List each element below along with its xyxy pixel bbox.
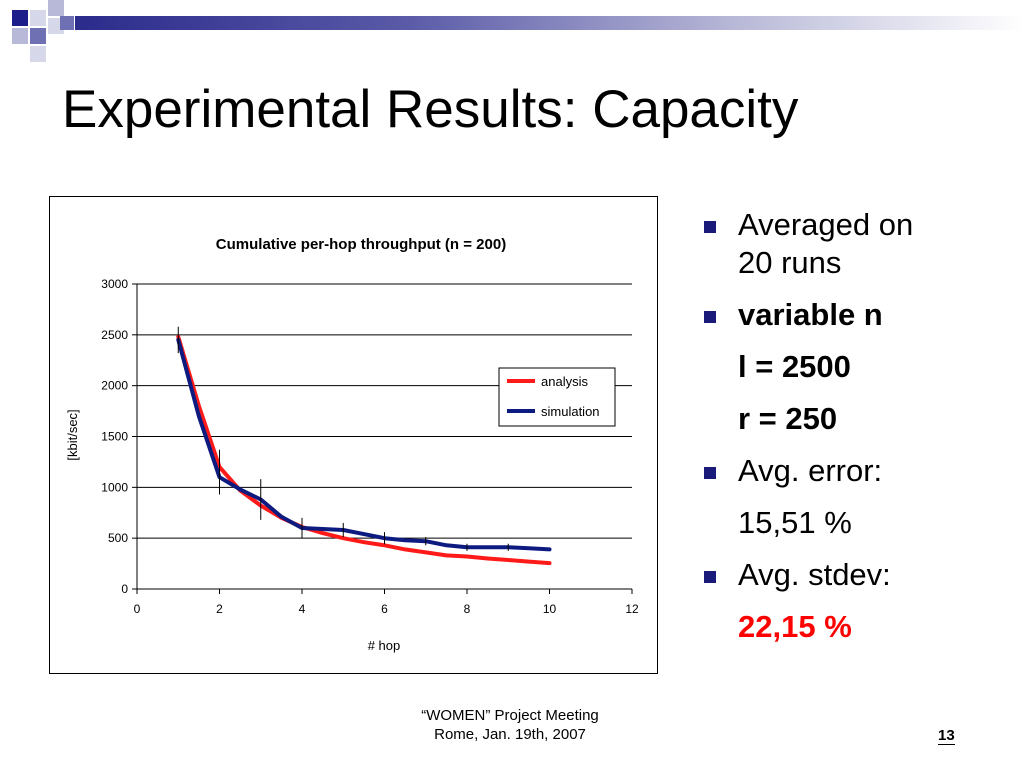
page-number: 13	[938, 727, 955, 745]
bullet-averaged: Averaged on 20 runs	[704, 206, 1004, 282]
series-line-analysis	[176, 334, 552, 566]
bullet-text: r = 250	[738, 401, 838, 436]
bullet-text: 22,15 %	[738, 609, 852, 644]
y-axis-label: [kbit/sec]	[65, 409, 80, 460]
footer: “WOMEN” Project Meeting Rome, Jan. 19th,…	[380, 706, 640, 744]
bullet-text: 15,51 %	[738, 505, 852, 540]
y-tick-label: 2500	[101, 328, 128, 342]
x-tick-label: 2	[216, 602, 223, 616]
slide-title: Experimental Results: Capacity	[62, 80, 799, 139]
y-tick-label: 500	[108, 531, 128, 545]
bullet-sub-stdev-value: 22,15 %	[704, 608, 1004, 646]
bullet-sub-r: r = 250	[704, 400, 1004, 438]
error-bar-layer	[177, 326, 509, 551]
throughput-chart: Cumulative per-hop throughput (n = 200) …	[65, 236, 639, 653]
x-tick-label: 12	[625, 602, 639, 616]
header-gradient-bar	[75, 16, 1024, 30]
bullet-square-icon	[704, 221, 716, 233]
y-tick-label: 1500	[101, 430, 128, 444]
bullet-variable-n: variable n	[704, 296, 1004, 334]
y-tick-label: 2000	[101, 379, 128, 393]
series-layer	[176, 334, 552, 566]
footer-line: “WOMEN” Project Meeting	[421, 707, 599, 724]
bullet-text: variable n	[738, 297, 883, 332]
deco-square	[30, 28, 46, 44]
bullet-text: 20 runs	[738, 245, 842, 280]
bullet-square-icon	[704, 571, 716, 583]
x-axis-label: # hop	[368, 638, 401, 653]
legend-box	[498, 367, 616, 427]
bullet-avg-error: Avg. error:	[704, 452, 1004, 490]
deco-square	[30, 46, 46, 62]
deco-square	[12, 28, 28, 44]
legend-analysis-label: analysis	[541, 374, 588, 389]
x-tick-label: 10	[543, 602, 557, 616]
chart-title: Cumulative per-hop throughput (n = 200)	[216, 236, 506, 253]
bullet-text: Averaged on	[738, 207, 914, 242]
bullet-square-icon	[704, 311, 716, 323]
legend: analysis simulation	[498, 367, 616, 427]
footer-line: Rome, Jan. 19th, 2007	[434, 726, 586, 743]
chart-frame: Cumulative per-hop throughput (n = 200) …	[49, 196, 658, 674]
deco-square	[48, 0, 64, 16]
bullet-text: l = 2500	[738, 349, 851, 384]
bullet-text: Avg. error:	[738, 453, 883, 488]
bullet-sub-l: l = 2500	[704, 348, 1004, 386]
y-tick-label: 0	[121, 582, 128, 596]
x-tick-label: 6	[381, 602, 388, 616]
deco-square	[12, 10, 28, 26]
deco-square	[60, 16, 74, 30]
axis-layer: 0 500 1000 1500 2000 2500 3000 0 2 4 6 8 10 12	[101, 277, 639, 616]
x-tick-label: 4	[299, 602, 306, 616]
bullet-text: Avg. stdev:	[738, 557, 891, 592]
bullet-square-icon	[704, 467, 716, 479]
legend-simulation-label: simulation	[541, 404, 600, 419]
deco-square	[30, 10, 46, 26]
series-line-simulation	[176, 337, 552, 552]
y-tick-label: 3000	[101, 277, 128, 291]
x-tick-label: 0	[134, 602, 141, 616]
bullet-list: Averaged on 20 runs variable n l = 2500 …	[704, 206, 1004, 660]
bullet-avg-stdev: Avg. stdev:	[704, 556, 1004, 594]
x-tick-label: 8	[464, 602, 471, 616]
y-tick-label: 1000	[101, 480, 128, 494]
bullet-sub-error-value: 15,51 %	[704, 504, 1004, 542]
